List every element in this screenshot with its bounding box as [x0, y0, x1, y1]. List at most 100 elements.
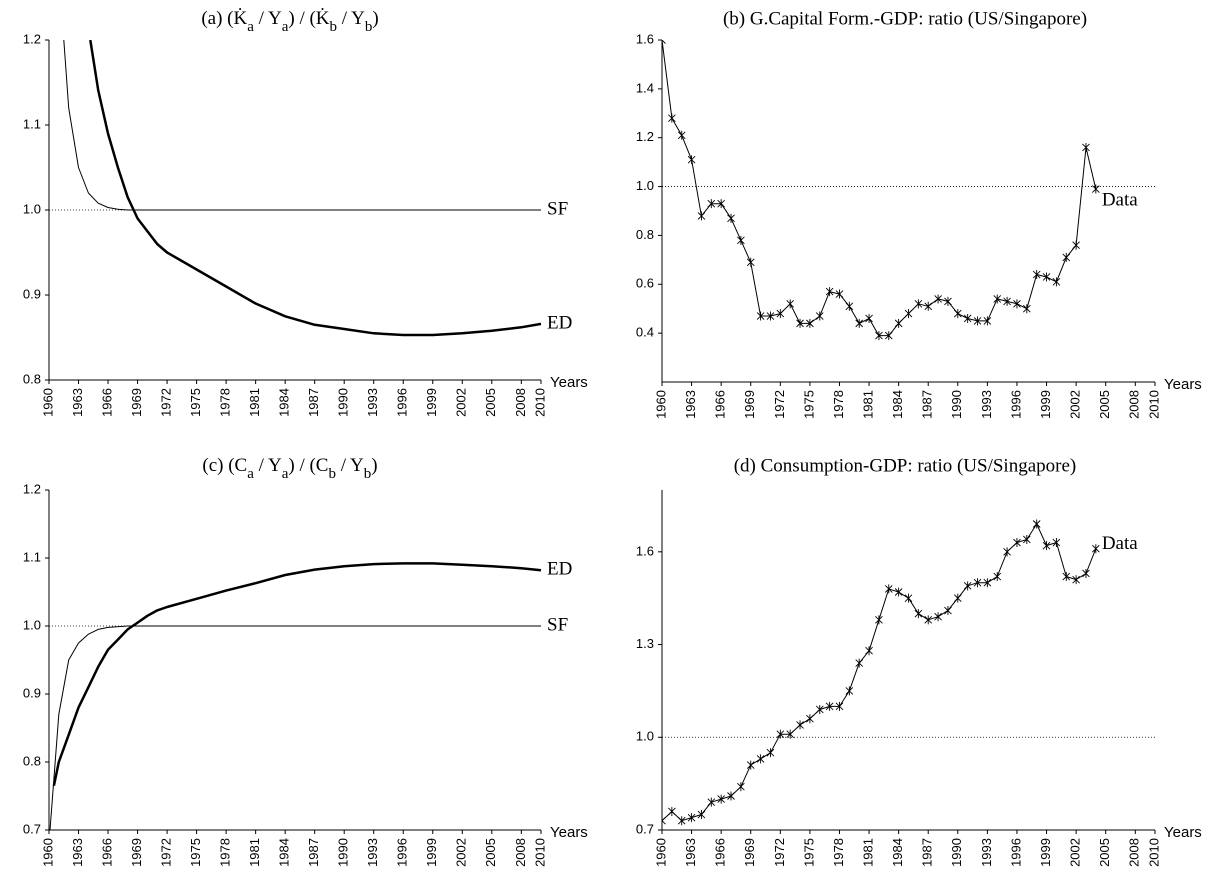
point-marker: [786, 299, 794, 309]
point-marker: [953, 309, 962, 319]
title-part: a: [247, 19, 254, 35]
y-tick-label: 1.4: [636, 80, 654, 95]
x-tick-label: 1987: [920, 838, 935, 867]
series-label: ED: [547, 312, 572, 333]
point-marker: [993, 294, 1002, 304]
point-marker: [963, 313, 972, 323]
point-marker: [668, 113, 676, 123]
point-marker: [766, 748, 775, 758]
point-marker: [1042, 541, 1051, 551]
x-tick-label: 1960: [653, 838, 668, 867]
series-label: Data: [1102, 533, 1138, 554]
y-tick-label: 0.7: [636, 821, 654, 836]
point-marker: [904, 309, 913, 319]
x-tick-label: 1969: [129, 838, 144, 867]
y-tick-label: 1.6: [636, 31, 654, 46]
x-axis-label: Years: [550, 374, 588, 391]
point-marker: [1092, 544, 1100, 554]
y-tick-label: 1.6: [636, 543, 654, 558]
point-marker: [963, 581, 972, 591]
x-tick-label: 1966: [99, 388, 114, 417]
point-marker: [1032, 270, 1041, 280]
x-tick-label: 2005: [1097, 390, 1112, 419]
point-marker: [707, 199, 716, 209]
x-tick-label: 2005: [1097, 838, 1112, 867]
x-tick-label: 1981: [247, 388, 262, 417]
point-marker: [1082, 568, 1090, 578]
x-tick-label: 1978: [218, 838, 233, 867]
x-tick-label: 1963: [683, 838, 698, 867]
x-tick-label: 1963: [70, 838, 85, 867]
point-marker: [1052, 538, 1061, 548]
x-tick-label: 1975: [801, 390, 816, 419]
x-tick-label: 1966: [99, 838, 114, 867]
x-tick-label: 1993: [365, 388, 380, 417]
panel: (c) (Ca / Ya) / (Cb / Yb)0.70.80.91.01.1…: [23, 455, 588, 867]
x-tick-label: 1966: [713, 390, 728, 419]
x-tick-label: 2002: [454, 838, 469, 867]
x-tick-label: 1972: [159, 838, 174, 867]
y-tick-label: 1.0: [23, 201, 41, 216]
x-tick-label: 1966: [713, 838, 728, 867]
y-tick-label: 1.2: [23, 481, 41, 496]
point-marker: [865, 646, 873, 656]
series-line: [89, 40, 542, 337]
series-line: [49, 625, 541, 830]
title-part: / Y: [337, 8, 365, 29]
point-marker: [806, 714, 814, 724]
x-tick-label: 1984: [890, 838, 905, 867]
point-marker: [894, 587, 903, 597]
point-marker: [727, 213, 735, 223]
point-marker: [662, 40, 666, 45]
point-marker: [796, 720, 804, 730]
panel: (a) (K̇a / Ya) / (K̇b / Yb)0.80.91.01.11…: [23, 7, 588, 417]
point-marker: [825, 287, 834, 297]
x-tick-label: 1987: [306, 388, 321, 417]
title-part: / Y: [336, 455, 364, 476]
x-tick-label: 2010: [1146, 390, 1161, 419]
series-label: SF: [547, 614, 568, 635]
point-marker: [953, 593, 962, 603]
y-tick-label: 1.0: [636, 178, 654, 193]
x-tick-label: 1993: [365, 838, 380, 867]
title-part: b: [328, 466, 336, 482]
point-marker: [677, 816, 686, 826]
x-tick-label: 2002: [1068, 838, 1083, 867]
x-tick-label: 1999: [1038, 838, 1053, 867]
point-marker: [1023, 304, 1031, 314]
x-tick-label: 2005: [483, 388, 498, 417]
point-marker: [884, 331, 893, 341]
point-marker: [1072, 575, 1080, 585]
point-marker: [815, 311, 824, 321]
x-tick-label: 1963: [683, 390, 698, 419]
title-part: / Y: [254, 455, 282, 476]
x-tick-label: 1987: [306, 838, 321, 867]
point-marker: [1092, 184, 1100, 194]
point-marker: [746, 257, 755, 267]
title-part: / Y: [254, 8, 282, 29]
point-marker: [825, 701, 834, 711]
chart-title: (d) Consumption-GDP: ratio (US/Singapore…: [734, 455, 1077, 476]
title-part: a: [282, 19, 289, 35]
x-tick-label: 1978: [218, 388, 233, 417]
x-tick-label: 1972: [772, 390, 787, 419]
x-tick-label: 1960: [653, 390, 668, 419]
point-marker: [697, 810, 706, 820]
point-marker: [737, 235, 745, 245]
title-part: ): [372, 8, 378, 29]
x-tick-label: 1972: [772, 838, 787, 867]
point-marker: [944, 296, 952, 306]
x-tick-label: 1999: [1038, 390, 1053, 419]
x-tick-label: 1969: [742, 390, 757, 419]
x-tick-label: 1981: [860, 390, 875, 419]
title-part: a: [282, 466, 289, 482]
point-marker: [815, 704, 824, 714]
series-line: [662, 40, 1097, 337]
point-marker: [845, 301, 854, 311]
x-tick-label: 1981: [860, 838, 875, 867]
point-marker: [677, 130, 686, 140]
series-label: Data: [1102, 189, 1138, 210]
series-label: ED: [547, 559, 572, 580]
point-marker: [756, 754, 765, 764]
point-marker: [875, 331, 883, 341]
